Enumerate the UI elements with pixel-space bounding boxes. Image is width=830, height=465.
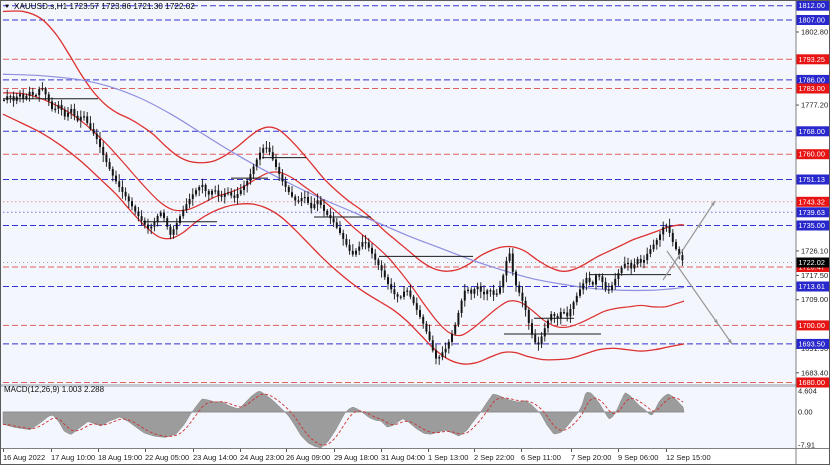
svg-text:2 Sep 22:00: 2 Sep 22:00 [474, 453, 514, 462]
svg-text:7 Sep 20:00: 7 Sep 20:00 [571, 453, 611, 462]
macd-signal-line [2, 393, 684, 446]
svg-text:1812.00: 1812.00 [799, 1, 825, 10]
time-axis[interactable] [1, 448, 829, 464]
svg-text:23 Aug 14:00: 23 Aug 14:00 [193, 453, 237, 462]
svg-text:1783.00: 1783.00 [799, 84, 825, 93]
svg-text:0.00: 0.00 [798, 408, 813, 417]
svg-text:1751.13: 1751.13 [799, 175, 825, 184]
svg-text:29 Aug 18:00: 29 Aug 18:00 [334, 453, 378, 462]
chart-title: ▼ XAUUSD.s,H1 1723.57 1723.86 1721.30 172… [4, 2, 195, 11]
svg-text:1713.61: 1713.61 [799, 282, 825, 291]
svg-text:6 Sep 11:00: 6 Sep 11:00 [521, 453, 561, 462]
svg-text:1807.00: 1807.00 [799, 16, 825, 25]
indicator-curves [2, 10, 685, 365]
bollinger-upper-band [2, 10, 685, 272]
macd-histogram [2, 391, 685, 448]
svg-text:1722.02: 1722.02 [799, 258, 825, 267]
svg-text:1786.00: 1786.00 [799, 75, 825, 84]
svg-text:1735.00: 1735.00 [799, 221, 825, 230]
svg-text:16 Aug 2022: 16 Aug 2022 [3, 453, 45, 462]
window-menu-icon[interactable]: ▼ [4, 4, 11, 10]
svg-text:1717.50: 1717.50 [801, 271, 828, 280]
svg-text:1700.00: 1700.00 [799, 321, 825, 330]
svg-text:1777.20: 1777.20 [801, 101, 828, 110]
svg-text:1726.10: 1726.10 [801, 246, 828, 255]
price-levels [3, 5, 795, 383]
svg-text:1693.50: 1693.50 [799, 339, 825, 348]
svg-text:17 Aug 10:00: 17 Aug 10:00 [51, 453, 95, 462]
candlesticks [3, 82, 684, 365]
svg-text:1680.00: 1680.00 [799, 378, 825, 387]
svg-text:1743.32: 1743.32 [799, 197, 825, 206]
svg-text:1739.63: 1739.63 [799, 208, 825, 217]
svg-text:26 Aug 09:00: 26 Aug 09:00 [286, 453, 330, 462]
svg-text:9 Sep 06:00: 9 Sep 06:00 [618, 453, 658, 462]
time-axis-labels: 16 Aug 2022 17 Aug 10:00 18 Aug 19:00 22 Au… [3, 449, 711, 462]
svg-text:1802.80: 1802.80 [801, 28, 828, 37]
svg-text:22 Aug 05:00: 22 Aug 05:00 [145, 453, 189, 462]
red-moving-average [2, 92, 685, 337]
svg-text:1760.00: 1760.00 [799, 150, 825, 159]
macd-indicator-label: MACD(12,26,9) 1.003 2.288 [4, 385, 105, 394]
svg-text:4.604: 4.604 [798, 387, 817, 396]
macd-panel [2, 391, 685, 448]
svg-text:12 Sep 15:00: 12 Sep 15:00 [666, 453, 711, 462]
svg-text:-7.91: -7.91 [798, 441, 815, 450]
svg-text:1709.00: 1709.00 [801, 295, 828, 304]
svg-text:1 Sep 13:00: 1 Sep 13:00 [428, 453, 468, 462]
price-axis[interactable] [795, 1, 829, 448]
svg-text:24 Aug 23:00: 24 Aug 23:00 [240, 453, 284, 462]
svg-text:31 Aug 04:00: 31 Aug 04:00 [381, 453, 425, 462]
symbol-ohlc-title: XAUUSD.s,H1 1723.57 1723.86 1721.30 1722… [14, 2, 195, 11]
svg-text:1793.25: 1793.25 [799, 55, 825, 64]
blue-moving-average [2, 73, 685, 292]
svg-text:18 Aug 19:00: 18 Aug 19:00 [98, 453, 142, 462]
projection-rays [662, 200, 733, 345]
svg-text:1683.40: 1683.40 [801, 368, 828, 377]
svg-text:1768.00: 1768.00 [799, 127, 825, 136]
